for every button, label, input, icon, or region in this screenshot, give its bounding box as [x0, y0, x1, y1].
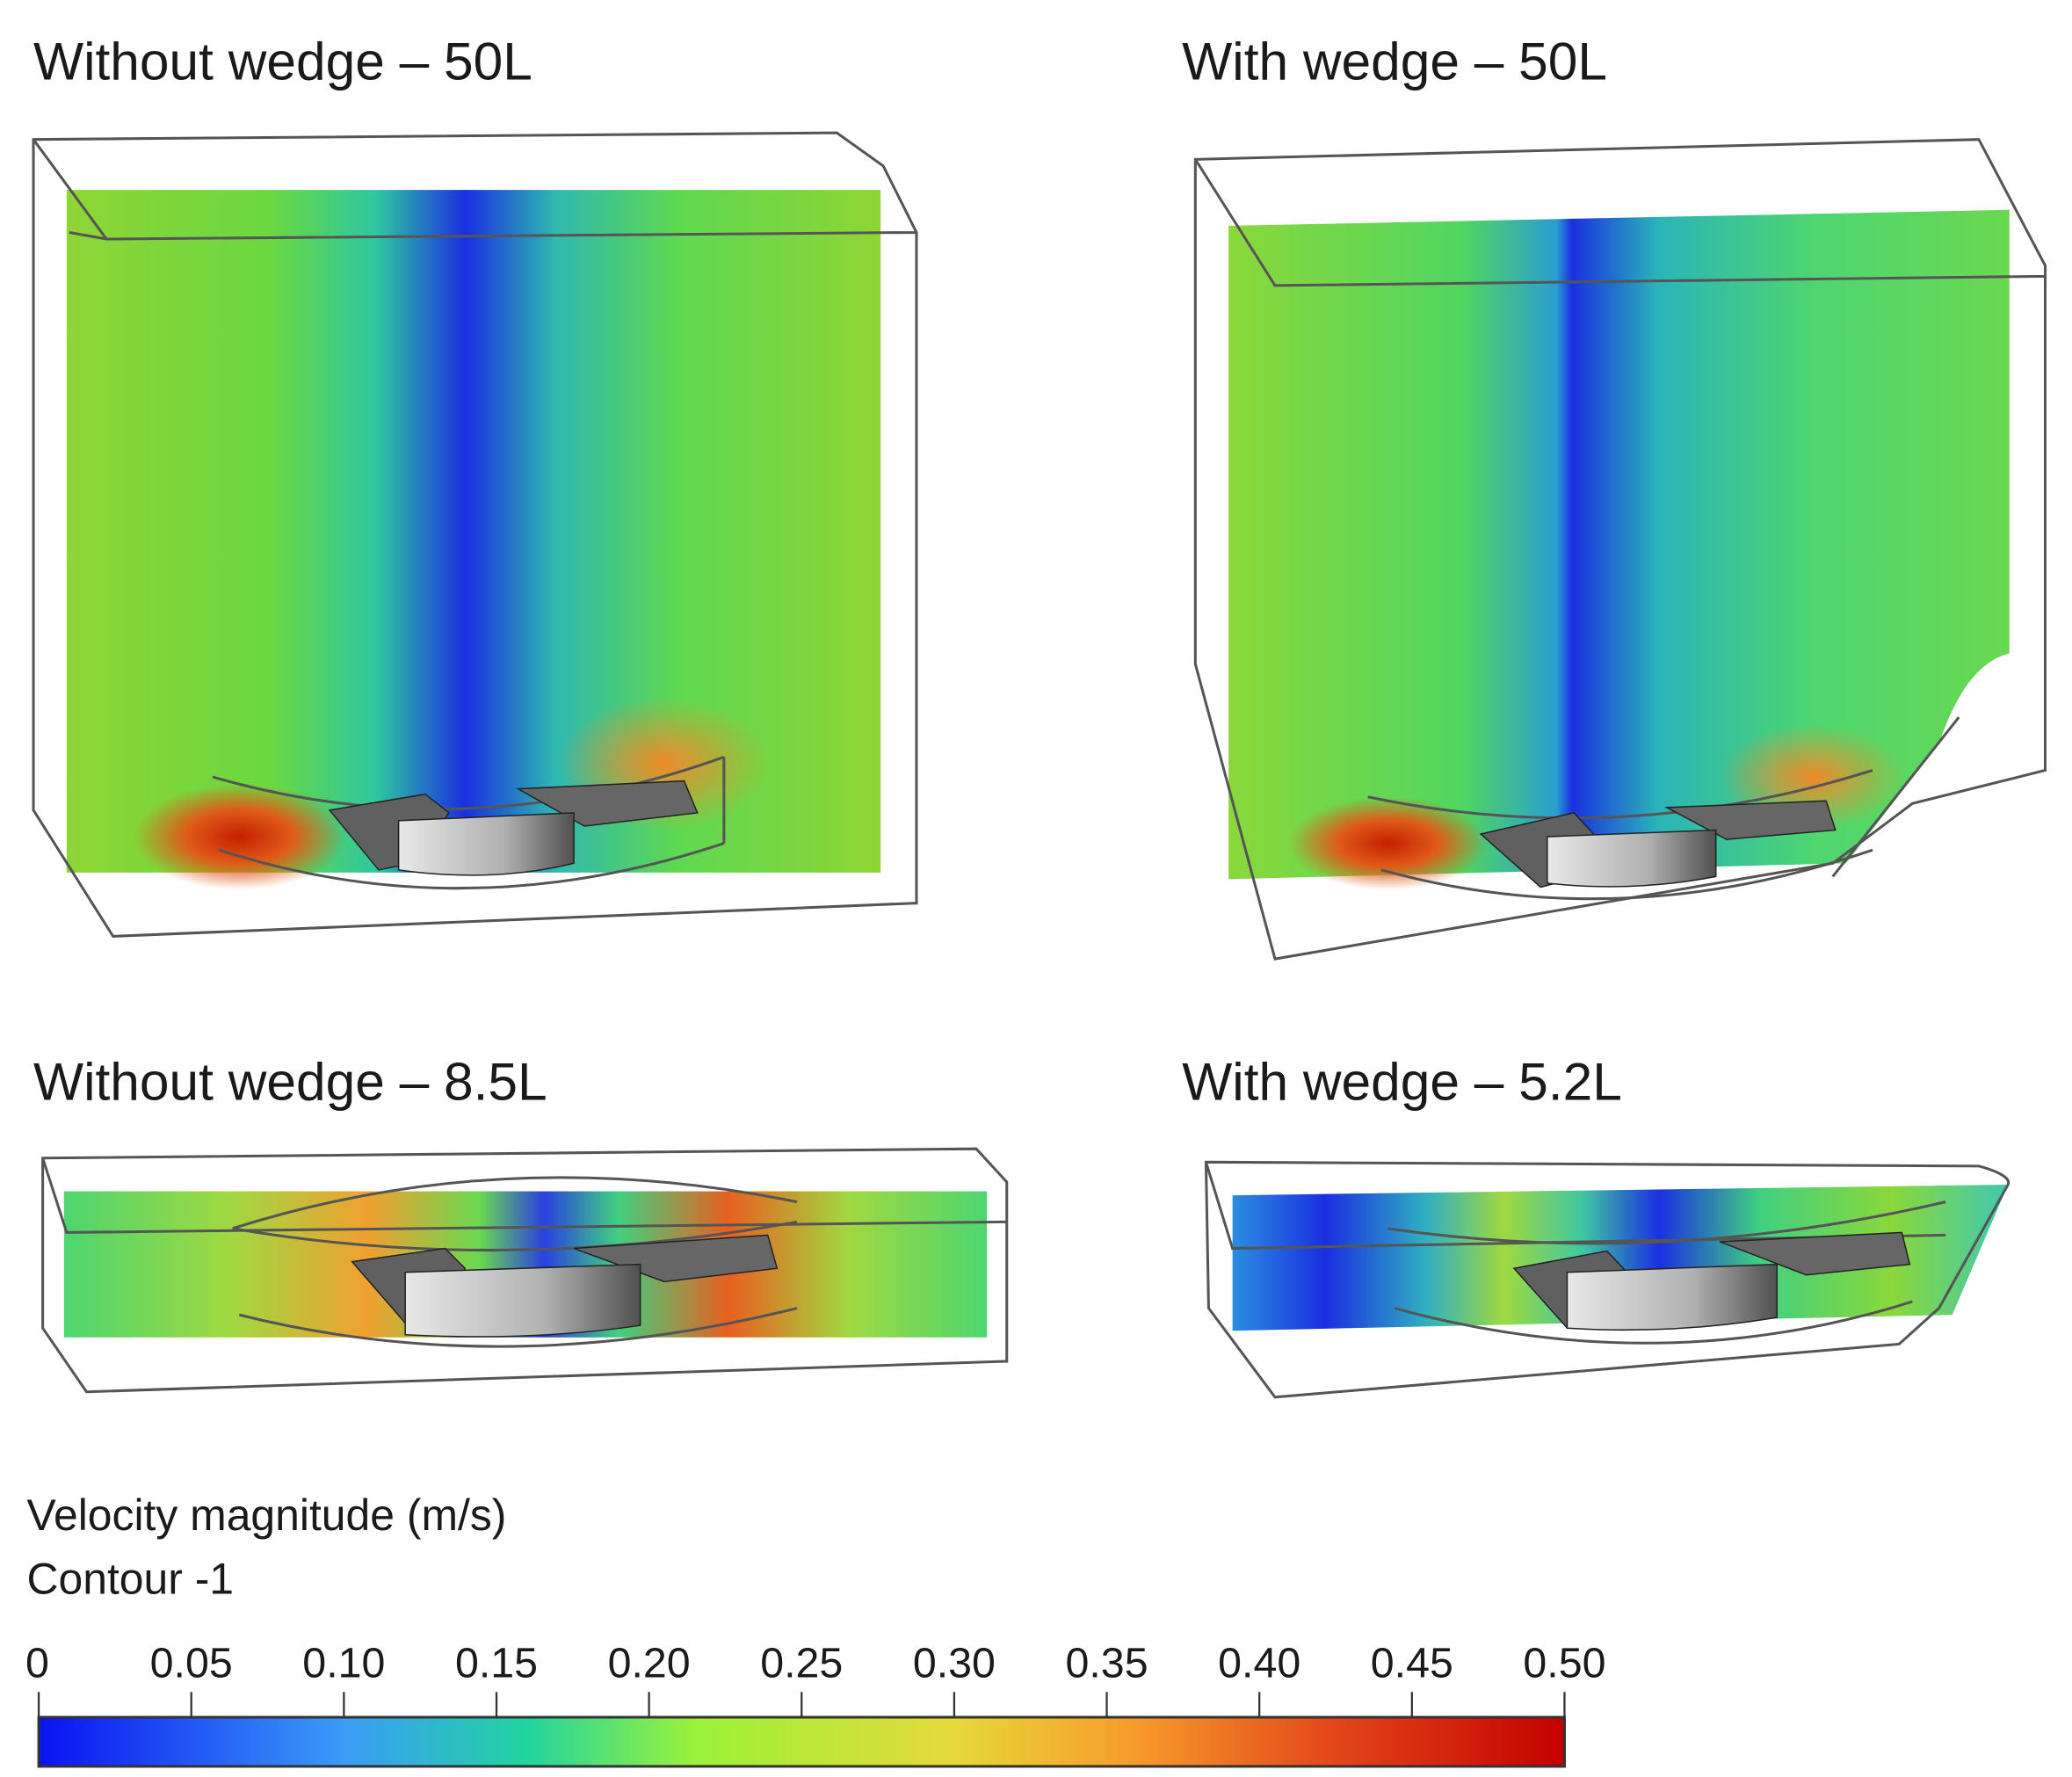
colorbar-tick-label: 0.20	[608, 1640, 691, 1687]
impeller	[328, 780, 699, 876]
colorbar-tick-label: 0.50	[1523, 1640, 1605, 1687]
contour-plot-with-wedge-5-2l	[1204, 1160, 2010, 1399]
colorbar-tick-label: 0.40	[1218, 1640, 1300, 1687]
panel-title: Without wedge – 50L	[33, 32, 532, 91]
panel-title: Without wedge – 8.5L	[33, 1051, 547, 1111]
colorbar-tick-label: 0.30	[913, 1640, 996, 1687]
impeller	[1512, 1231, 1911, 1331]
panel-title: With wedge – 50L	[1182, 32, 1607, 91]
legend-quantity: Velocity magnitude (m/s)	[26, 1491, 506, 1540]
colorbar-tick-label: 0.35	[1066, 1640, 1148, 1687]
colorbar-tick-label: 0.10	[302, 1640, 385, 1687]
velocity-contour	[1228, 209, 2010, 880]
velocity-contour	[1232, 1185, 2009, 1331]
contour-plot-with-wedge-50l	[1193, 138, 2047, 961]
color-legend: Velocity magnitude (m/s) Contour -1 0 0.0…	[25, 1491, 1606, 1768]
contour-plot-without-wedge-50l	[32, 131, 918, 938]
tank-outline	[32, 131, 918, 938]
colorbar-tick-label: 0.45	[1371, 1640, 1453, 1687]
colorbar-tick-label: 0.25	[760, 1640, 843, 1687]
colorbar-tick-label: 0	[25, 1640, 49, 1687]
colorbar	[37, 1715, 1566, 1768]
colorbar-tick-label: 0.05	[150, 1640, 233, 1687]
impeller	[351, 1234, 779, 1338]
panel-title: With wedge – 5.2L	[1182, 1051, 1622, 1111]
impeller	[1479, 800, 1837, 888]
contour-plot-without-wedge-8-5l	[41, 1147, 1009, 1394]
colorbar-tick-label: 0.15	[455, 1640, 538, 1687]
legend-contour: Contour -1	[26, 1554, 234, 1603]
